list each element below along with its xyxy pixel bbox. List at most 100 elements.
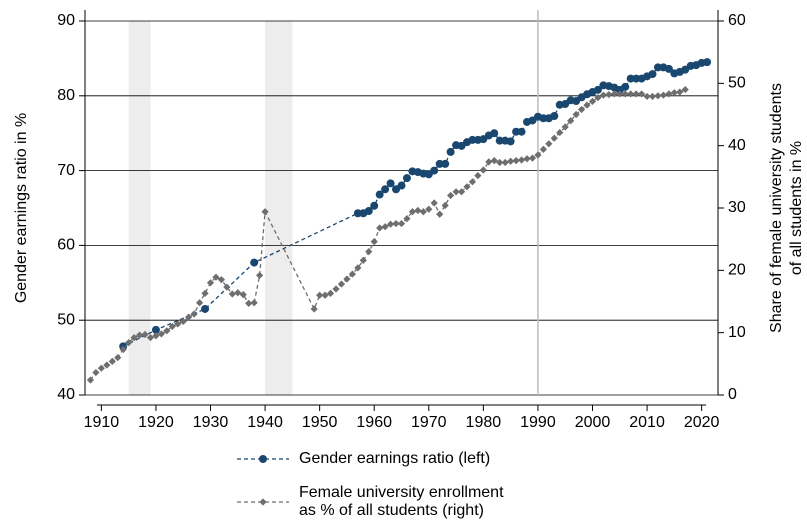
data-point	[343, 275, 351, 283]
data-point	[157, 330, 165, 338]
data-point	[185, 313, 193, 321]
data-point	[364, 206, 373, 215]
data-point	[534, 151, 542, 159]
data-point	[146, 334, 155, 342]
data-point	[577, 105, 586, 114]
data-point	[632, 90, 640, 98]
data-point	[381, 185, 390, 194]
x-tick-label: 2000	[575, 414, 611, 431]
data-point	[430, 166, 439, 175]
data-point	[326, 289, 335, 297]
data-point	[223, 283, 231, 291]
data-point	[539, 145, 547, 154]
data-point	[457, 188, 466, 196]
x-tick-label: 1950	[302, 414, 338, 431]
data-point	[250, 258, 259, 267]
data-point	[359, 256, 367, 264]
data-point	[163, 327, 171, 335]
shaded-period	[128, 21, 151, 395]
x-tick-label: 1980	[466, 414, 502, 431]
data-point	[245, 299, 253, 307]
data-point	[201, 289, 209, 297]
data-point	[599, 91, 608, 99]
data-point	[441, 201, 449, 210]
data-point	[627, 90, 635, 98]
y2-tick-label: 50	[728, 75, 746, 92]
data-point	[490, 129, 499, 138]
data-point	[337, 280, 346, 288]
data-point	[212, 273, 220, 281]
y-tick-label: 70	[57, 162, 75, 179]
y-tick-label: 50	[57, 311, 75, 328]
data-point	[561, 123, 569, 131]
data-point	[528, 154, 537, 162]
data-point	[681, 85, 689, 94]
data-point	[354, 264, 362, 272]
data-point	[119, 345, 127, 354]
data-point	[643, 92, 651, 101]
data-point	[616, 90, 624, 98]
x-tick-label: 1930	[193, 414, 229, 431]
data-point	[316, 291, 324, 299]
data-point	[402, 174, 411, 183]
data-point	[670, 89, 678, 97]
data-point	[425, 205, 433, 213]
x-tick-label: 1990	[520, 414, 556, 431]
y-tick-label: 80	[57, 87, 75, 104]
data-point	[370, 238, 378, 246]
data-point	[152, 332, 160, 340]
data-point	[648, 70, 657, 79]
data-point	[130, 334, 138, 342]
data-point	[141, 330, 149, 339]
data-point	[621, 82, 630, 91]
data-point	[179, 317, 187, 326]
data-point	[397, 219, 406, 228]
data-point	[206, 279, 215, 287]
data-point	[108, 357, 116, 365]
data-point	[408, 208, 417, 216]
data-point	[436, 210, 444, 218]
data-point	[234, 289, 242, 297]
data-point	[446, 147, 455, 156]
y2-axis-title: of all students in %	[788, 141, 805, 275]
legend-swatch	[237, 455, 289, 463]
data-point	[419, 208, 427, 216]
data-point	[375, 190, 384, 199]
data-point	[217, 276, 226, 284]
data-point	[447, 191, 455, 200]
data-point	[397, 181, 406, 190]
legend-item: Gender earnings ratio (left)	[235, 450, 490, 468]
x-tick-label: 1960	[356, 414, 392, 431]
data-point	[201, 304, 210, 313]
data-point	[92, 368, 100, 377]
legend: Gender earnings ratio (left) Female unive…	[235, 440, 655, 530]
data-point	[638, 90, 646, 98]
data-point	[490, 157, 498, 165]
data-point	[386, 179, 395, 188]
data-point	[414, 206, 422, 215]
legend-item: Female university enrollment as % of all…	[235, 484, 504, 520]
data-point	[348, 270, 356, 278]
data-point	[496, 158, 504, 167]
data-point	[463, 183, 471, 191]
chart: Gender earnings ratio in % Share of fema…	[13, 10, 805, 431]
data-point	[550, 134, 558, 142]
data-point	[664, 64, 673, 73]
data-point	[114, 354, 122, 362]
data-point	[135, 331, 144, 339]
data-point	[86, 376, 95, 384]
y-tick-label: 90	[57, 12, 75, 29]
data-point	[239, 291, 247, 299]
data-point	[610, 90, 618, 98]
data-point	[545, 140, 553, 148]
y2-tick-label: 30	[728, 199, 746, 216]
y2-tick-label: 0	[728, 386, 737, 403]
data-point	[659, 91, 668, 99]
x-tick-label: 2020	[684, 414, 720, 431]
y2-tick-label: 40	[728, 137, 746, 154]
data-point	[174, 320, 182, 328]
y-axis-title: Gender earnings ratio in %	[13, 113, 30, 303]
x-tick-label: 1920	[138, 414, 174, 431]
y-tick-label: 60	[57, 237, 75, 254]
data-point	[228, 290, 236, 298]
